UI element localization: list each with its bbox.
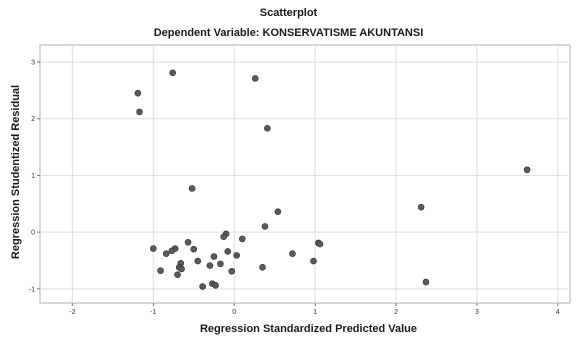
y-tick-label: -1 [29, 286, 35, 293]
data-point [316, 240, 324, 248]
data-point [274, 208, 282, 216]
data-point [178, 265, 185, 273]
y-tick-label: 1 [31, 173, 35, 180]
data-point [190, 245, 198, 253]
x-tick-label: 4 [556, 309, 560, 316]
x-tick-label: 3 [475, 309, 479, 316]
axes: -2 -1 0 1 2 3 4 -1 0 1 2 3 [29, 60, 560, 316]
plot-frame [39, 44, 571, 304]
data-point [184, 239, 192, 246]
data-point [523, 166, 531, 174]
data-point [422, 278, 430, 286]
grid [39, 44, 571, 304]
data-point [259, 263, 266, 271]
x-tick-label: -1 [150, 309, 156, 316]
x-tick-label: 1 [313, 309, 317, 316]
data-point [233, 252, 240, 259]
data-point [310, 257, 317, 265]
y-tick-label: 0 [31, 230, 35, 237]
data-point [264, 125, 271, 132]
data-point [136, 108, 143, 116]
data-point [217, 260, 224, 268]
x-axis-label: Regression Standardized Predicted Value [199, 323, 417, 335]
x-tick-label: 2 [394, 309, 398, 316]
data-point [134, 89, 142, 97]
data-point [169, 69, 177, 77]
data-point [224, 248, 232, 255]
data-point [238, 235, 246, 243]
data-point [228, 267, 236, 275]
data-point [206, 262, 214, 269]
data-point [417, 203, 425, 211]
x-tick-label: -2 [69, 309, 75, 316]
data-point [162, 250, 170, 257]
data-point [188, 185, 196, 192]
data-point [220, 233, 227, 240]
data-point [289, 250, 296, 257]
data-point [194, 257, 202, 265]
data-point [199, 283, 206, 290]
data-point [149, 245, 157, 252]
data-point [174, 271, 181, 278]
data-point [251, 75, 259, 82]
data-point [168, 247, 176, 255]
y-tick-label: 2 [31, 116, 35, 123]
chart-subtitle: Dependent Variable: KONSERVATISME AKUNTA… [153, 27, 424, 39]
chart-title: Scatterplot [259, 7, 318, 19]
data-point [261, 223, 269, 230]
data-point [212, 282, 219, 289]
data-point [157, 267, 164, 274]
data-points [134, 69, 531, 290]
data-point [210, 253, 218, 260]
y-tick-label: 3 [31, 60, 35, 67]
x-tick-label: 0 [232, 309, 236, 316]
